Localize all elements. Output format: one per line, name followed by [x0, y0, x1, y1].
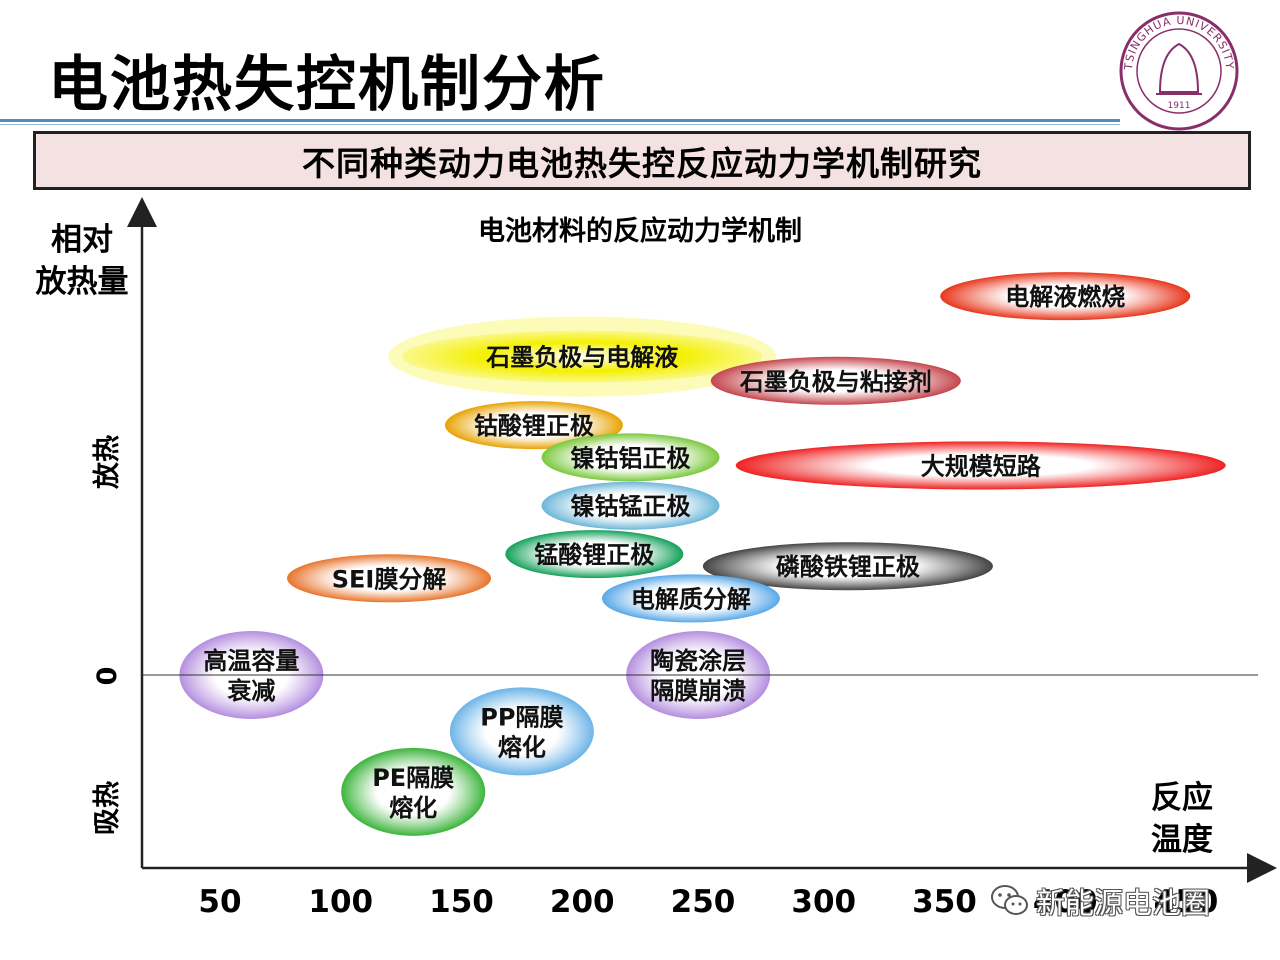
item-label: 陶瓷涂层隔膜崩溃: [650, 647, 746, 705]
subtitle-banner: 不同种类动力电池热失控反应动力学机制研究: [33, 131, 1251, 190]
y-axis-label-top: 相对: [51, 222, 113, 258]
item-label: 高温容量衰减: [203, 647, 299, 705]
y-region-endo: 吸热: [92, 781, 123, 835]
x-tick-label: 100: [308, 884, 373, 920]
logo-year: 1911: [1168, 101, 1191, 111]
wechat-icon: [991, 885, 1028, 915]
item-bubble: [940, 272, 1191, 321]
item-label: PP隔膜熔化: [480, 703, 563, 761]
item-label: 石墨负极与电解液: [485, 344, 678, 372]
item-label: 磷酸铁锂正极: [776, 553, 920, 581]
watermark-text: 新能源电池圈: [1036, 886, 1211, 920]
item-bubble: [341, 747, 486, 836]
item-bubble: [505, 530, 684, 579]
x-tick-label: 150: [429, 884, 494, 920]
y-region-exo: 放热: [91, 435, 123, 490]
item-label: 电解质分解: [631, 585, 751, 613]
x-tick-label: 250: [671, 884, 736, 920]
item-label: 钴酸锂正极: [474, 412, 594, 440]
university-logo: 1911 TSINGHUA UNIVERSITY: [1119, 11, 1239, 131]
title-rule: [0, 119, 1120, 122]
title-rule-thin: [0, 124, 1120, 125]
item-label: 镍钴锰正极: [571, 493, 691, 521]
item-bubble: [444, 401, 623, 450]
item-bubble: [601, 574, 780, 623]
item-label: 锰酸锂正极: [534, 541, 654, 569]
item-label: 镍钴铝正极: [571, 444, 691, 472]
page-title: 电池热失控机制分析: [48, 50, 606, 120]
x-tick-label: 300: [791, 884, 856, 920]
x-tick-label: 200: [550, 884, 615, 920]
item-bubble: [541, 481, 720, 530]
item-bubble: [287, 554, 492, 603]
x-axis-label-top: 反应: [1151, 780, 1213, 816]
watermark: 新能源电池圈: [990, 880, 1210, 922]
item-bubble: [702, 542, 993, 591]
item-bubble: [735, 441, 1226, 490]
item-label: PE隔膜熔化: [372, 764, 454, 822]
item-bubble: [402, 330, 763, 383]
x-tick-label: 450: [1154, 884, 1219, 920]
y-zero-label: 0: [92, 667, 123, 686]
item-label: SEI膜分解: [332, 565, 447, 593]
item-label: 大规模短路: [921, 452, 1042, 480]
item-bubble: [710, 356, 961, 405]
item-label: 电解液燃烧: [1005, 283, 1125, 311]
diagram-title: 电池材料的反应动力学机制: [478, 215, 802, 247]
item-label: 石墨负极与粘接剂: [739, 368, 932, 396]
x-axis-label-bottom: 温度: [1151, 822, 1213, 858]
y-axis-label-bottom: 放热量: [35, 264, 129, 300]
item-bubble: [449, 687, 594, 776]
item-bubble: [541, 433, 720, 482]
x-tick-label: 50: [198, 884, 241, 920]
x-tick-label: 350: [912, 884, 977, 920]
x-tick-label: 400: [1033, 884, 1098, 920]
